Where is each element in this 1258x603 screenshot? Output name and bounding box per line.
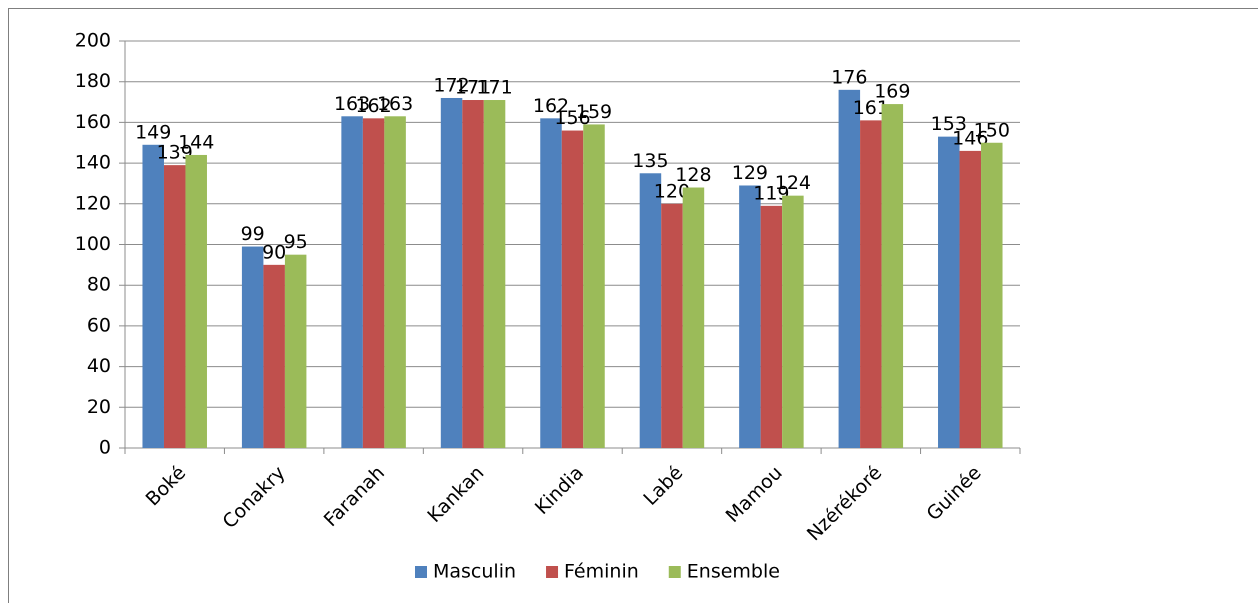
data-label: 95 xyxy=(284,231,308,253)
data-label: 163 xyxy=(377,93,413,115)
y-tick-label: 120 xyxy=(75,192,111,214)
data-label: 119 xyxy=(753,182,789,204)
x-tick-label: Kankan xyxy=(423,462,488,527)
data-label: 169 xyxy=(874,81,910,103)
legend-swatch xyxy=(668,566,681,578)
chart-frame xyxy=(8,8,1258,603)
y-tick-label: 40 xyxy=(87,355,111,377)
bar xyxy=(163,165,186,448)
bar xyxy=(185,154,207,448)
bar xyxy=(440,97,463,448)
bar xyxy=(938,136,960,448)
data-label: 90 xyxy=(262,241,286,263)
bar xyxy=(782,195,804,448)
data-label: 149 xyxy=(135,121,171,143)
bar xyxy=(583,124,605,448)
bar xyxy=(540,118,562,448)
data-label: 150 xyxy=(974,119,1010,141)
data-label: 146 xyxy=(952,127,988,149)
x-tick-label: Faranah xyxy=(320,462,389,531)
x-tick-label: Mamou xyxy=(722,462,787,527)
y-tick-label: 60 xyxy=(87,314,111,336)
y-tick-label: 180 xyxy=(75,70,111,92)
data-label: 120 xyxy=(654,180,690,202)
y-tick-label: 140 xyxy=(75,152,111,174)
legend-swatch xyxy=(415,566,427,578)
bar xyxy=(682,187,705,448)
x-tick-label: Boké xyxy=(142,462,191,511)
bar xyxy=(981,142,1003,448)
data-label: 163 xyxy=(334,93,370,115)
x-tick-label: Conakry xyxy=(218,462,289,533)
y-tick-label: 20 xyxy=(87,396,111,418)
bar xyxy=(860,120,882,449)
data-label: 176 xyxy=(831,66,867,88)
data-label: 156 xyxy=(554,107,590,129)
data-label: 162 xyxy=(355,95,391,117)
bar xyxy=(263,264,285,448)
legend-swatch xyxy=(546,566,559,578)
data-label: 135 xyxy=(632,150,668,172)
bar xyxy=(739,185,761,449)
bar xyxy=(661,203,683,448)
x-tick-label: Kindia xyxy=(531,462,588,519)
bar xyxy=(142,144,164,448)
y-tick-label: 80 xyxy=(87,274,111,296)
bar xyxy=(462,100,484,448)
bar xyxy=(384,116,406,449)
bar xyxy=(362,118,385,448)
bar xyxy=(284,254,307,448)
bar xyxy=(241,246,264,448)
data-label: 171 xyxy=(476,77,512,99)
data-label: 139 xyxy=(157,142,193,164)
bar xyxy=(341,116,363,449)
legend-label: Masculin xyxy=(433,561,516,583)
data-label: 144 xyxy=(178,131,214,153)
y-tick-label: 200 xyxy=(75,30,111,52)
bar xyxy=(881,104,904,449)
data-label: 99 xyxy=(241,223,265,245)
data-label: 171 xyxy=(455,77,491,99)
legend-label: Ensemble xyxy=(687,561,780,583)
data-label: 124 xyxy=(775,172,811,194)
data-label: 129 xyxy=(732,162,768,184)
data-label: 128 xyxy=(675,164,711,186)
data-label: 162 xyxy=(533,95,569,117)
data-label: 153 xyxy=(931,113,967,135)
bar xyxy=(959,150,982,448)
y-tick-label: 160 xyxy=(75,111,111,133)
y-tick-label: 0 xyxy=(99,437,111,459)
y-tick-label: 100 xyxy=(75,233,111,255)
x-tick-label: Guinée xyxy=(922,462,985,525)
bar xyxy=(483,100,506,448)
bar xyxy=(760,205,783,448)
data-label: 172 xyxy=(433,74,469,96)
legend-label: Féminin xyxy=(564,561,639,583)
bar xyxy=(639,173,662,448)
bar xyxy=(561,130,584,449)
bar xyxy=(838,89,861,448)
x-tick-label: Nzérékoré xyxy=(803,462,886,545)
data-label: 159 xyxy=(576,101,612,123)
x-tick-label: Labé xyxy=(639,462,687,510)
data-label: 161 xyxy=(853,97,889,119)
